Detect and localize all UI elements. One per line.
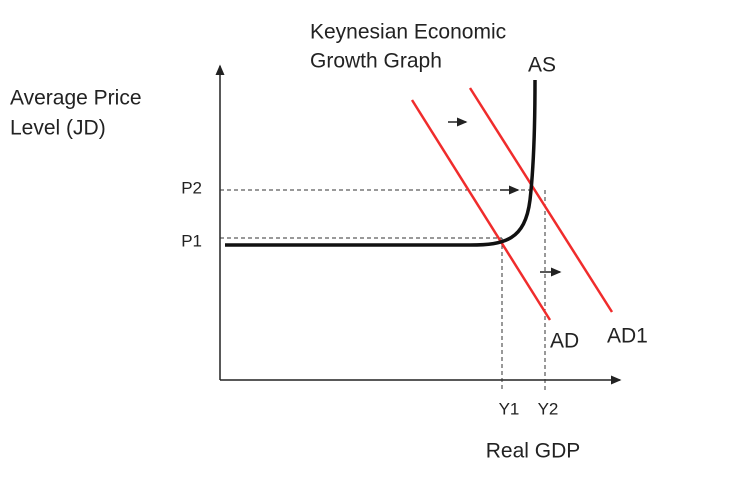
p2-label: P2 — [181, 178, 202, 197]
ad1-label: AD1 — [607, 325, 648, 348]
x-axis-label: Real GDP — [486, 440, 581, 463]
y-axis-label: Average Price — [10, 87, 142, 110]
title-line: Keynesian Economic — [310, 21, 506, 44]
ad-line — [410, 99, 552, 321]
title-line: Growth Graph — [310, 50, 442, 73]
ad1-line — [468, 87, 614, 313]
as-curve — [225, 79, 537, 247]
as-label: AS — [528, 54, 556, 77]
y2-label: Y2 — [538, 399, 559, 418]
y-axis-label: Level (JD) — [10, 117, 106, 140]
ad-label: AD — [550, 330, 579, 353]
p1-label: P1 — [181, 231, 202, 250]
guides — [220, 189, 546, 392]
y1-label: Y1 — [499, 399, 520, 418]
